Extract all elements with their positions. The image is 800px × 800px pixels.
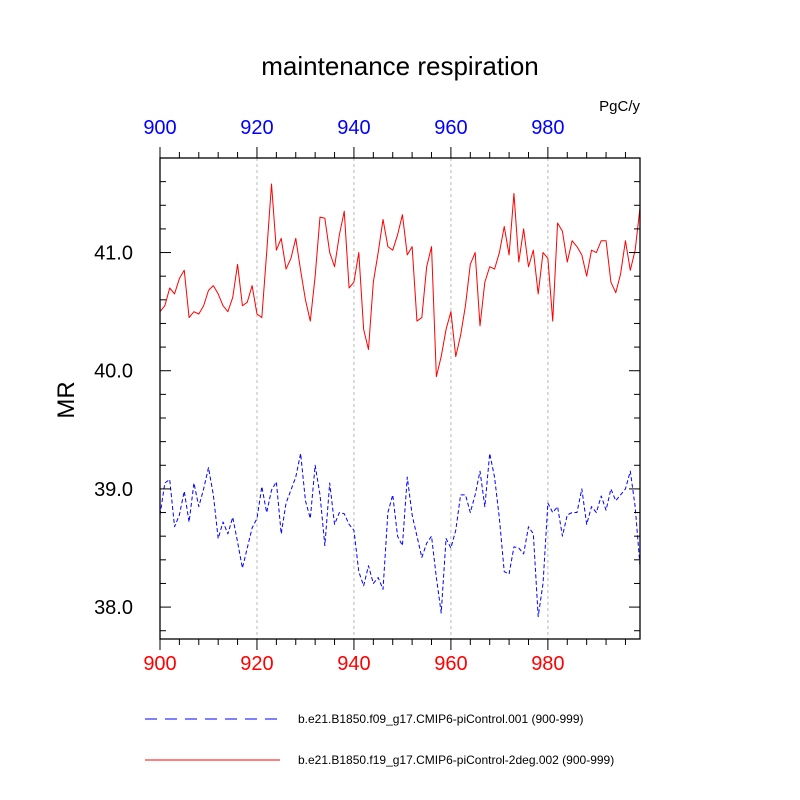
- x-tick-label-bottom-920: 920: [240, 653, 273, 675]
- y-axis-label: MR: [53, 381, 80, 418]
- series-line-1: [159, 452, 641, 618]
- legend-label-series-2: b.e21.B1850.f19_g17.CMIP6-piControl-2deg…: [298, 753, 614, 767]
- x-tick-label-bottom-960: 960: [434, 653, 467, 675]
- y-tick-label-2: 40.0: [94, 361, 133, 383]
- plot-frame: [159, 157, 641, 640]
- grid-layer: [256, 158, 549, 639]
- axis-layer: 900 900 920 920 940 940 960 960 980 980 38.0 39.0 40…: [94, 117, 640, 675]
- x-tick-label-top-940: 940: [337, 117, 370, 139]
- y-tick-label-0: 38.0: [94, 597, 133, 619]
- series-line-2: [159, 183, 641, 378]
- x-tick-label-top-960: 960: [434, 117, 467, 139]
- x-tick-label-bottom-980: 980: [531, 653, 564, 675]
- legend: b.e21.B1850.f09_g17.CMIP6-piControl.001 …: [145, 712, 614, 767]
- chart-title: maintenance respiration: [261, 51, 539, 81]
- legend-label-series-1: b.e21.B1850.f09_g17.CMIP6-piControl.001 …: [298, 712, 584, 726]
- y-tick-label-3: 41.0: [94, 243, 133, 265]
- units-label: PgC/y: [599, 98, 640, 115]
- x-tick-label-top-920: 920: [240, 117, 273, 139]
- x-tick-label-bottom-900: 900: [143, 653, 176, 675]
- x-tick-label-top-900: 900: [143, 117, 176, 139]
- x-tick-label-top-980: 980: [531, 117, 564, 139]
- x-tick-label-bottom-940: 940: [337, 653, 370, 675]
- series-layer: [159, 183, 641, 618]
- y-tick-label-1: 39.0: [94, 479, 133, 501]
